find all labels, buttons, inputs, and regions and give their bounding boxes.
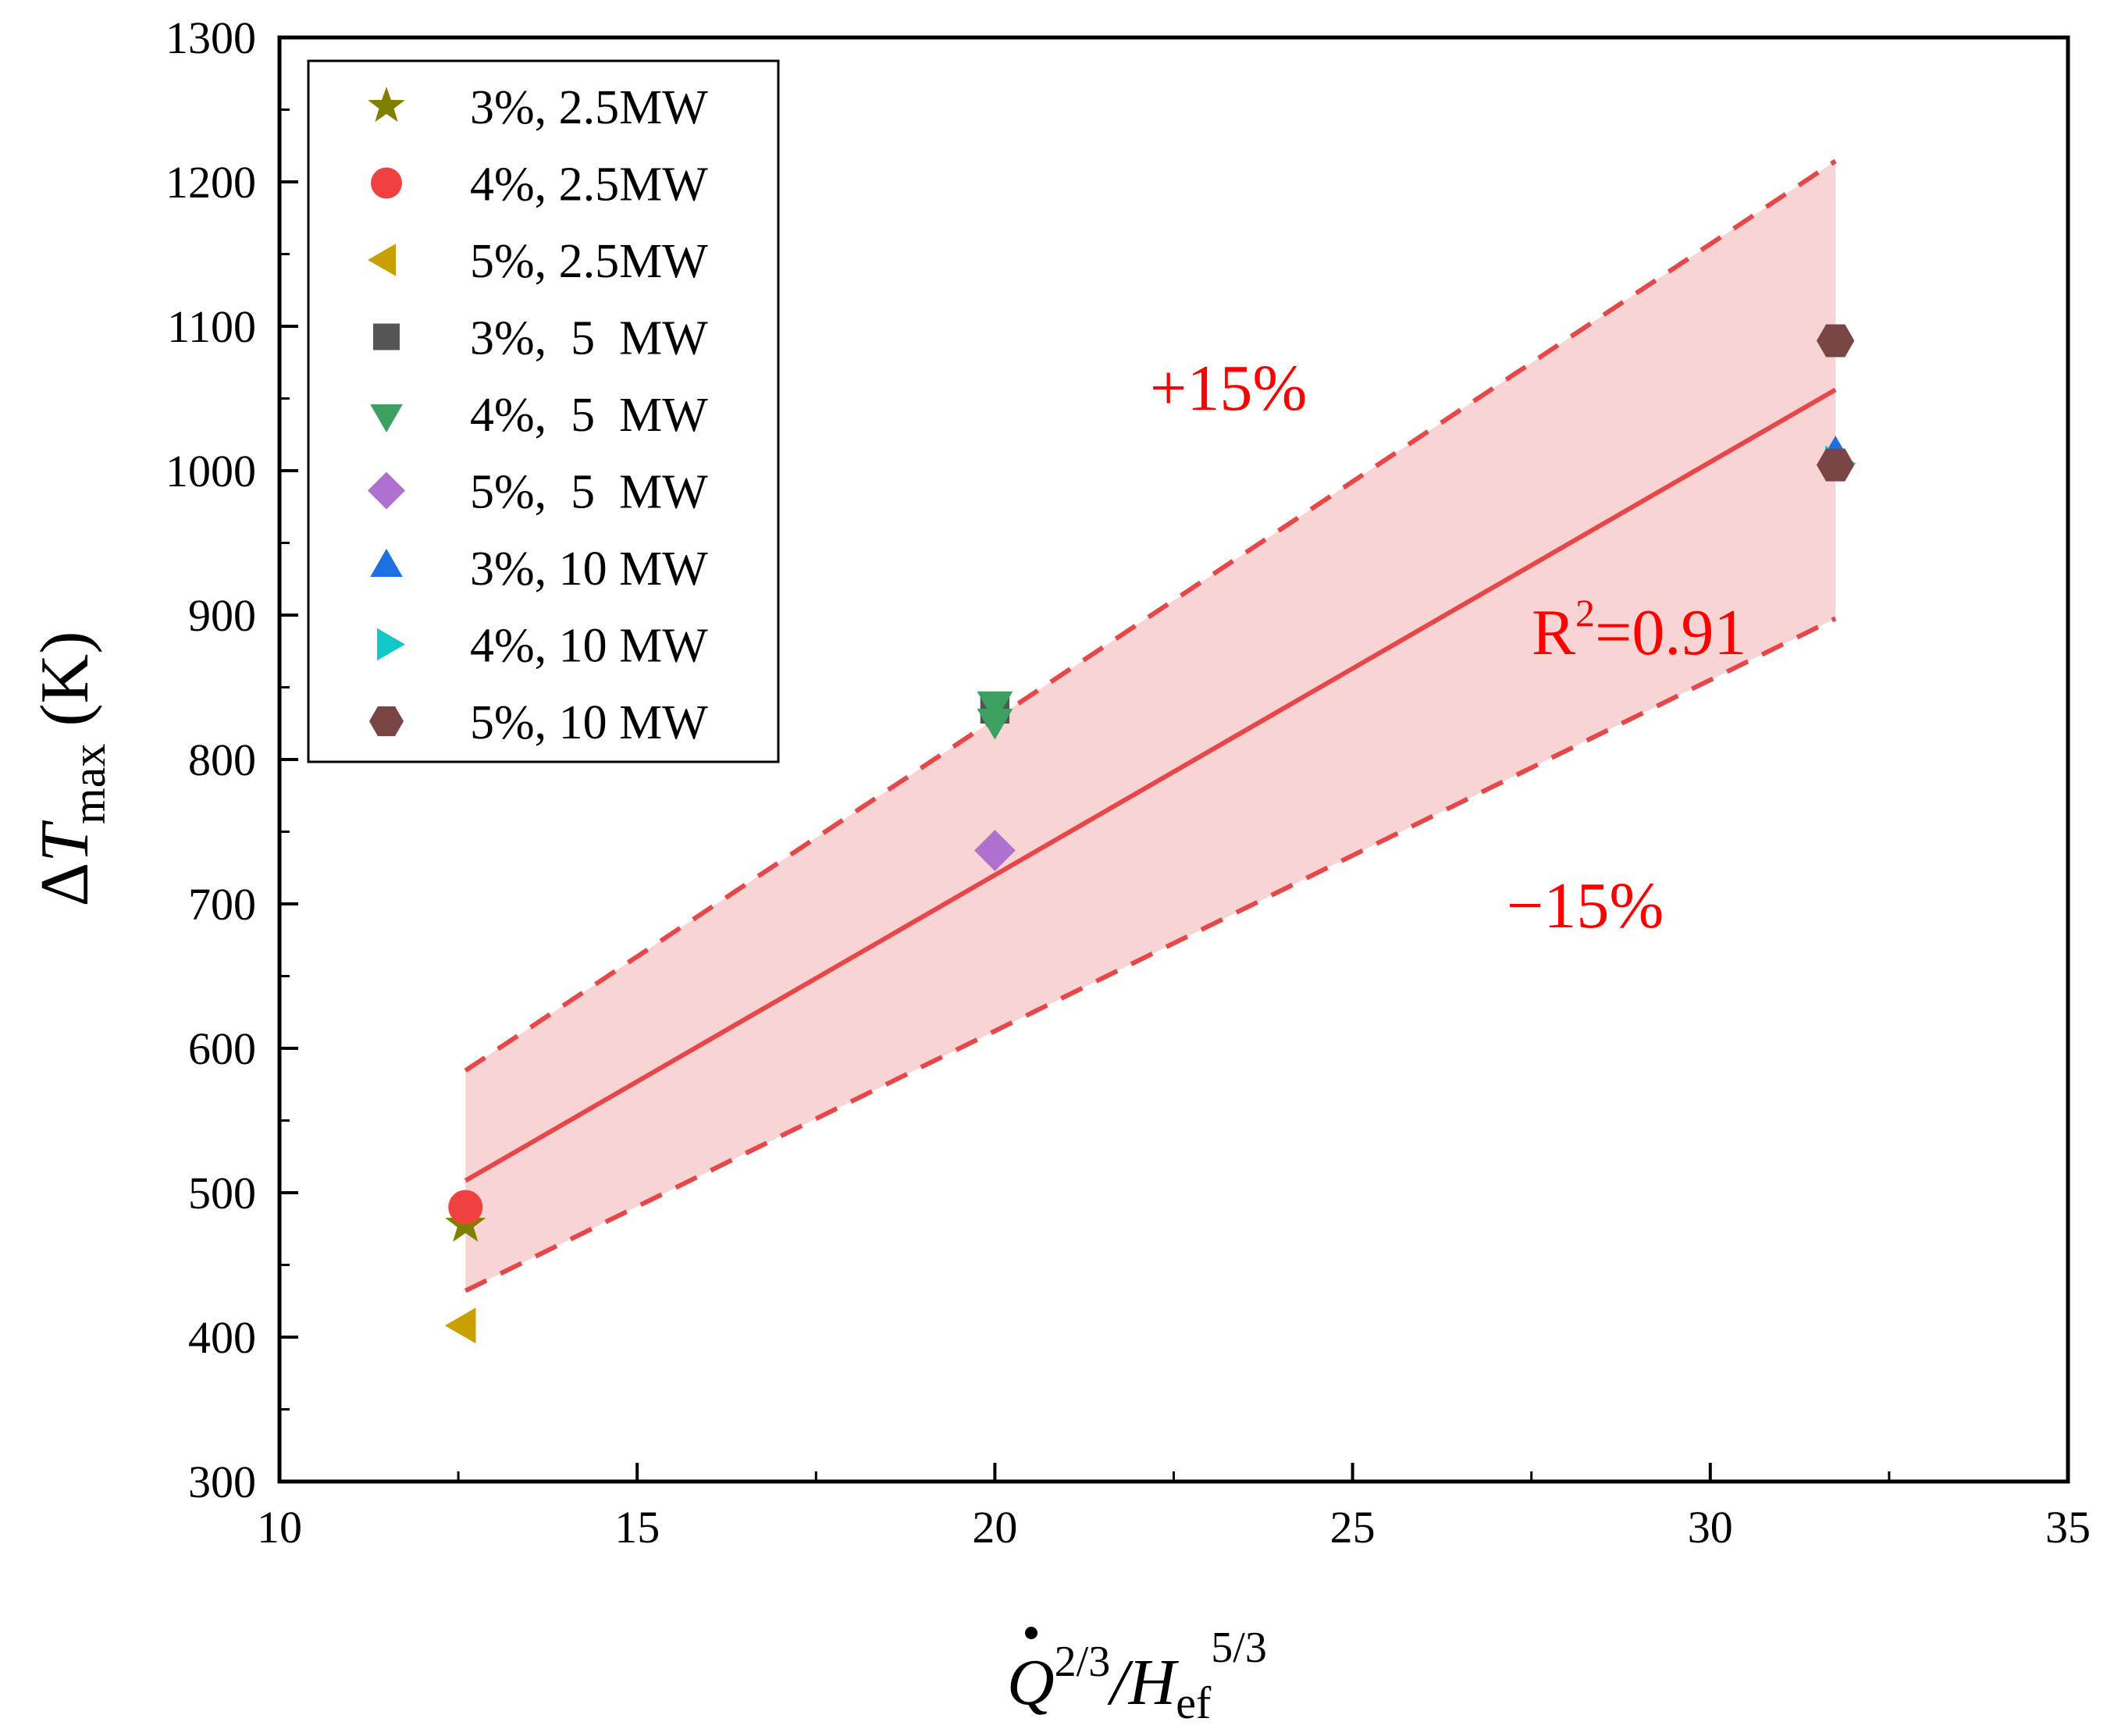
y-tick-label: 300 [188,1457,256,1507]
r2-base: R [1532,596,1575,669]
confidence-band [465,161,1836,1291]
legend-marker-6 [370,549,403,577]
legend-label-8: 5%, 10 MW [470,696,708,749]
y-axis-title: ΔTmax (K) [27,631,115,906]
x-title-q-exp: 2/3 [1055,1638,1111,1686]
legend-label-5: 5%, 5 MW [470,466,708,519]
y-tick-label: 700 [188,879,256,930]
legend-marker-2 [368,244,396,276]
point-s4-0 [977,691,1013,723]
tick-labels: 10 15 20 25 30 35 300 400 500 600 700 800 900 1000 110… [165,12,2091,1553]
point-s5-0 [974,830,1016,871]
upper-bound-line [464,158,1837,1073]
legend-label-4: 4%, 5 MW [470,389,708,442]
point-s2-0 [444,1307,476,1344]
y-tick-label: 900 [188,590,256,641]
x-title-slash-h: /H [1107,1646,1179,1719]
lower-bound-line [464,616,1837,1293]
x-tick-label: 35 [2045,1502,2091,1553]
y-tick-label: 500 [188,1168,256,1218]
legend-label-1: 4%, 2.5MW [470,158,708,212]
x-tick-label: 10 [257,1502,302,1553]
x-title-q: Q [1007,1646,1055,1719]
r2-sup: 2 [1575,591,1595,635]
y-tick-label: 1200 [165,157,256,208]
x-tick-label: 30 [1688,1502,1733,1553]
y-title-unit: (K) [27,631,103,743]
legend-label-0: 3%, 2.5MW [470,81,708,134]
x-tick-label: 15 [614,1502,660,1553]
y-title-delta: Δ [27,863,103,907]
y-tick-label: 1300 [165,12,256,63]
y-tick-label: 1000 [165,446,256,496]
point-s1-0 [448,1190,483,1225]
y-tick-label: 600 [188,1023,256,1074]
legend-marker-3 [373,323,400,350]
axis-ticks [278,36,2070,1483]
fit-r2-label: R2=0.91 [1532,591,1746,669]
legend-label-2: 5%, 2.5MW [470,235,708,288]
x-tick-label: 20 [972,1502,1017,1553]
y-tick-label: 1100 [167,301,256,352]
y-tick-label: 400 [188,1312,256,1363]
fit-line [464,387,1837,1183]
point-s8-1 [1817,448,1855,482]
x-title-h-sub: ef [1176,1677,1212,1728]
y-title-sub: max [63,744,115,824]
y-tick-label: 800 [188,735,256,785]
legend-label-6: 3%, 10 MW [470,542,708,596]
legend-marker-7 [377,628,405,661]
x-title-h-exp: 5/3 [1211,1624,1267,1672]
legend-marker-5 [368,471,405,510]
legend-marker-4 [370,404,403,432]
x-axis-title: Q2/3/Hef 5/3 [1007,1624,1267,1728]
point-s8-0 [1817,324,1855,358]
legend-marker-1 [371,167,402,199]
band-upper-label: +15% [1150,352,1307,425]
band-lower-label: −15% [1507,870,1664,942]
y-title-t: T [27,820,103,863]
legend: 3%, 2.5MW 4%, 2.5MW 5%, 2.5MW 3%, 5 MW 4%, 5… [307,59,780,763]
fit-lines [464,158,1837,1293]
data-points [444,324,1856,1344]
band-area [465,161,1836,1291]
legend-marker-0 [368,87,405,123]
legend-label-3: 3%, 5 MW [470,312,708,365]
legend-label-7: 4%, 10 MW [470,620,708,673]
legend-marker-8 [369,706,404,737]
r2-rest: =0.91 [1595,596,1746,669]
q-dot [1025,1627,1037,1639]
x-tick-label: 25 [1330,1502,1376,1553]
svg-text:Q2/3/Hef5/3: Q2/3/Hef 5/3 [1007,1624,1267,1728]
point-s4-1 [977,709,1013,740]
